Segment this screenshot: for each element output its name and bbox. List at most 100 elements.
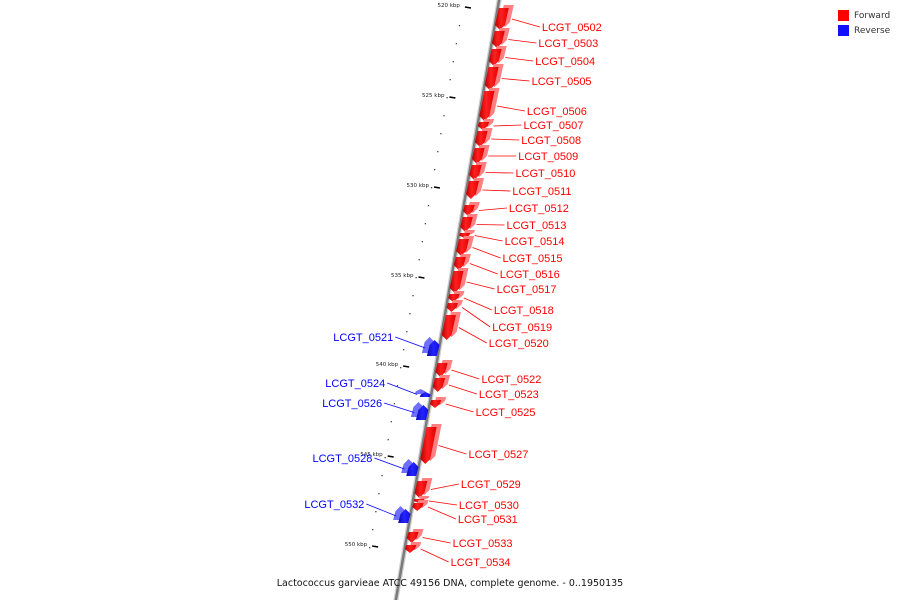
leader-line xyxy=(491,138,520,141)
gene-label-LCGT_0527[interactable]: LCGT_0527 xyxy=(468,449,528,461)
gene-LCGT_0521[interactable] xyxy=(421,337,440,356)
gene-label-LCGT_0507[interactable]: LCGT_0507 xyxy=(523,120,583,132)
gene-arrow xyxy=(477,122,490,130)
gene-label-LCGT_0520[interactable]: LCGT_0520 xyxy=(489,338,549,350)
gene-arrow xyxy=(448,294,460,302)
gene-label-LCGT_0532[interactable]: LCGT_0532 xyxy=(304,499,364,511)
gene-label-LCGT_0529[interactable]: LCGT_0529 xyxy=(461,479,521,491)
gene-LCGT_0504[interactable] xyxy=(488,46,507,66)
gene-arrow xyxy=(432,378,446,392)
gene-arrow xyxy=(398,509,411,523)
gene-label-LCGT_0518[interactable]: LCGT_0518 xyxy=(494,305,554,317)
gene-label-LCGT_0513[interactable]: LCGT_0513 xyxy=(506,220,566,232)
gene-label-LCGT_0512[interactable]: LCGT_0512 xyxy=(509,203,569,215)
gene-label-LCGT_0523[interactable]: LCGT_0523 xyxy=(479,389,539,401)
leader-line xyxy=(458,327,487,344)
leader-line xyxy=(463,297,493,311)
gene-LCGT_0532[interactable] xyxy=(393,506,411,523)
gene-side-face xyxy=(414,389,426,394)
gene-label-LCGT_0525[interactable]: LCGT_0525 xyxy=(476,407,536,419)
gene-label-LCGT_0508[interactable]: LCGT_0508 xyxy=(521,135,581,147)
gene-LCGT_0531[interactable] xyxy=(412,500,429,511)
gene-label-LCGT_0511[interactable]: LCGT_0511 xyxy=(512,186,571,198)
gene-LCGT_0533[interactable] xyxy=(406,529,424,543)
gene-LCGT_0511[interactable] xyxy=(465,178,484,199)
leader-line xyxy=(451,369,480,380)
gene-LCGT_0516[interactable] xyxy=(453,254,471,270)
gene-LCGT_0520[interactable] xyxy=(441,312,461,340)
gene-arrow xyxy=(406,532,419,543)
leader-line xyxy=(448,384,477,395)
gene-LCGT_0517[interactable] xyxy=(449,268,469,293)
gene-LCGT_0512[interactable] xyxy=(462,202,480,216)
gene-arrow xyxy=(471,148,485,164)
gene-label-LCGT_0504[interactable]: LCGT_0504 xyxy=(535,56,595,68)
ruler-tick-label: 520 kbp xyxy=(438,3,461,9)
gene-LCGT_0526[interactable] xyxy=(410,402,429,420)
ruler-tick: 520 kbp xyxy=(438,3,472,9)
gene-LCGT_0505[interactable] xyxy=(484,64,504,90)
gene-LCGT_0513[interactable] xyxy=(460,214,478,232)
gene-LCGT_0510[interactable] xyxy=(469,162,487,180)
ruler-dots xyxy=(368,25,461,549)
gene-LCGT_0514[interactable] xyxy=(459,230,476,238)
ruler-minor-dot xyxy=(403,349,405,351)
gene-label-LCGT_0502[interactable]: LCGT_0502 xyxy=(542,22,602,34)
ruler-minor-dot xyxy=(368,547,371,549)
gene-label-LCGT_0526[interactable]: LCGT_0526 xyxy=(322,398,382,410)
gene-label-LCGT_0516[interactable]: LCGT_0516 xyxy=(500,269,560,281)
gene-arrow xyxy=(426,340,440,356)
gene-label-LCGT_0515[interactable]: LCGT_0515 xyxy=(503,253,563,265)
gene-LCGT_0534[interactable] xyxy=(404,542,422,553)
gene-LCGT_0529[interactable] xyxy=(414,478,433,498)
gene-label-LCGT_0509[interactable]: LCGT_0509 xyxy=(518,151,578,163)
gene-LCGT_0519[interactable] xyxy=(446,300,463,312)
gene-LCGT_0503[interactable] xyxy=(491,28,510,48)
gene-label-LCGT_0528[interactable]: LCGT_0528 xyxy=(312,453,372,465)
gene-LCGT_0525[interactable] xyxy=(429,397,447,408)
ruler-minor-dot xyxy=(443,115,445,117)
gene-label-LCGT_0503[interactable]: LCGT_0503 xyxy=(538,38,598,50)
gene-label-LCGT_0514[interactable]: LCGT_0514 xyxy=(505,236,565,248)
gene-arrow xyxy=(414,481,428,498)
gene-arrow xyxy=(441,315,456,340)
gene-LCGT_0506[interactable] xyxy=(479,88,500,121)
gene-label-LCGT_0522[interactable]: LCGT_0522 xyxy=(481,374,541,386)
gene-LCGT_0507[interactable] xyxy=(477,119,495,130)
ruler-minor-dot xyxy=(434,169,436,171)
leader-line xyxy=(496,105,525,112)
gene-label-LCGT_0524[interactable]: LCGT_0524 xyxy=(325,378,385,390)
gene-label-LCGT_0533[interactable]: LCGT_0533 xyxy=(453,538,513,550)
gene-LCGT_0524[interactable] xyxy=(414,389,431,397)
ruler-minor-dot xyxy=(381,475,383,477)
gene-arrow xyxy=(456,239,469,256)
ruler-minor-dot xyxy=(399,367,402,369)
reverse-swatch xyxy=(838,25,849,36)
gene-LCGT_0522[interactable] xyxy=(435,360,453,377)
gene-LCGT_0528[interactable] xyxy=(401,459,419,476)
gene-label-LCGT_0519[interactable]: LCGT_0519 xyxy=(492,322,552,334)
gene-label-LCGT_0534[interactable]: LCGT_0534 xyxy=(451,557,511,569)
gene-label-LCGT_0521[interactable]: LCGT_0521 xyxy=(333,332,393,344)
ruler-minor-dot xyxy=(409,313,411,315)
gene-LCGT_0508[interactable] xyxy=(474,128,493,147)
leader-line xyxy=(422,537,451,544)
gene-LCGT_0509[interactable] xyxy=(471,145,490,164)
gene-label-LCGT_0506[interactable]: LCGT_0506 xyxy=(527,106,587,118)
ruler-tick: 545 kbp xyxy=(360,452,394,458)
leader-line xyxy=(474,235,503,242)
gene-label-LCGT_0531[interactable]: LCGT_0531 xyxy=(458,514,518,526)
gene-LCGT_0518[interactable] xyxy=(448,291,465,302)
gene-label-LCGT_0510[interactable]: LCGT_0510 xyxy=(515,168,575,180)
gene-arrow xyxy=(479,91,495,121)
leader-line xyxy=(420,548,449,563)
gene-label-LCGT_0517[interactable]: LCGT_0517 xyxy=(497,284,557,296)
gene-arrow xyxy=(460,217,473,232)
gene-LCGT_0527[interactable] xyxy=(420,424,442,464)
gene-LCGT_0515[interactable] xyxy=(456,236,474,256)
gene-label-LCGT_0530[interactable]: LCGT_0530 xyxy=(459,500,519,512)
gene-arrow xyxy=(469,165,482,180)
gene-LCGT_0523[interactable] xyxy=(432,375,451,392)
gene-label-LCGT_0505[interactable]: LCGT_0505 xyxy=(532,76,592,88)
gene-LCGT_0502[interactable] xyxy=(494,5,514,30)
